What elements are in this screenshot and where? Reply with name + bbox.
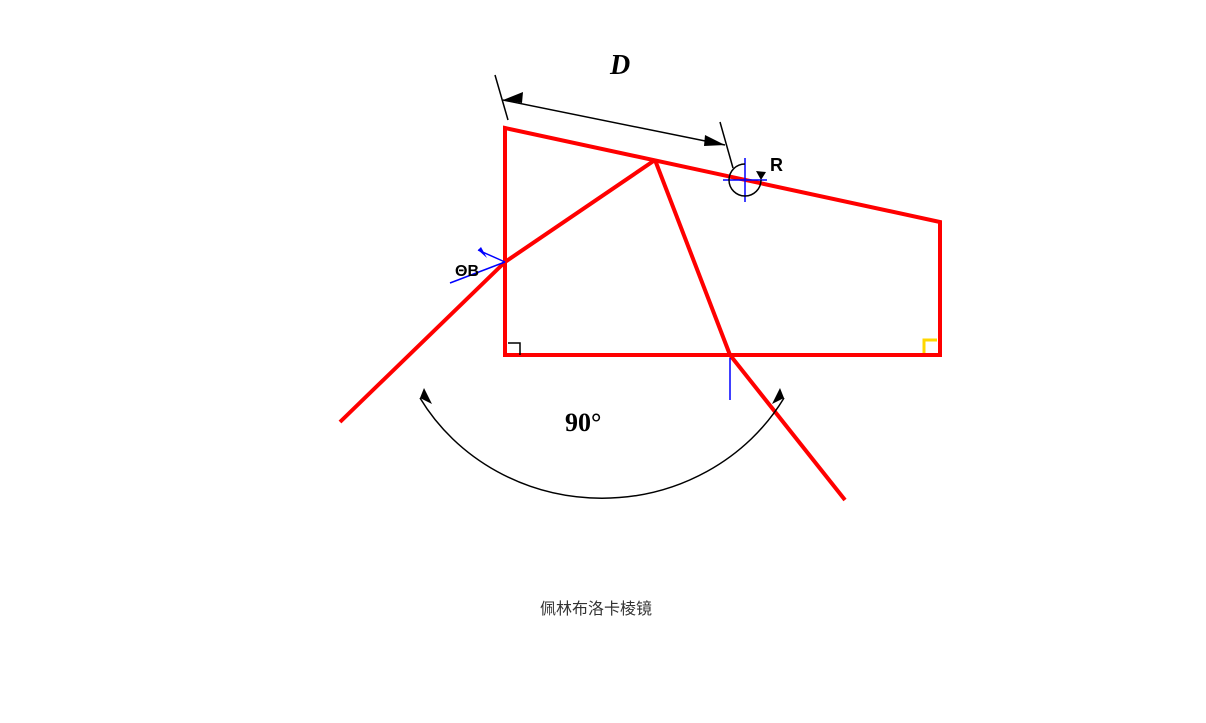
internal-line-1	[505, 160, 655, 262]
theta-arrow	[478, 247, 487, 258]
label-theta: ΘB	[455, 263, 479, 281]
label-90: 90°	[565, 408, 601, 438]
prism-outline	[505, 128, 940, 355]
label-r: R	[770, 155, 783, 176]
dimension-arrow-right	[704, 135, 725, 146]
diagram-caption: 佩林布洛卡棱镜	[540, 595, 652, 619]
dimension-tick-left	[495, 75, 508, 120]
internal-line-2	[655, 160, 730, 355]
label-d: D	[610, 50, 630, 82]
r-arc-arrow	[756, 171, 766, 180]
right-angle-right	[924, 340, 937, 353]
angle-90-arc	[420, 398, 784, 498]
dimension-line	[503, 100, 725, 145]
outgoing-ray	[730, 355, 845, 500]
